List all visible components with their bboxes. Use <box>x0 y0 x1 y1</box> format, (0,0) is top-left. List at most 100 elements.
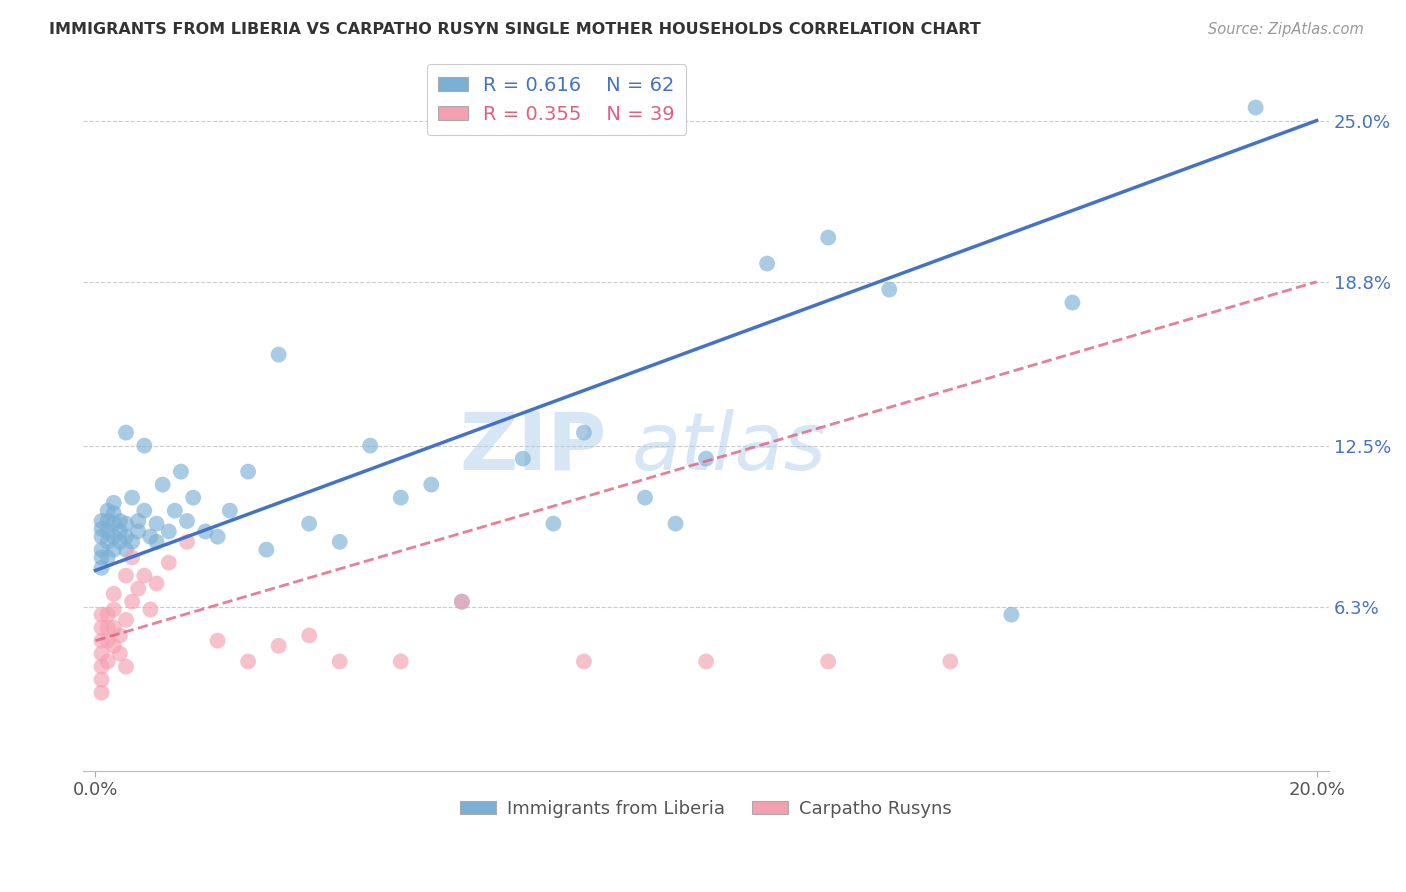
Point <box>127 514 149 528</box>
Point <box>139 530 162 544</box>
Point <box>115 659 138 673</box>
Point <box>450 594 472 608</box>
Point <box>97 655 120 669</box>
Point <box>939 655 962 669</box>
Point <box>329 534 352 549</box>
Point <box>1244 101 1267 115</box>
Point <box>236 465 259 479</box>
Point <box>139 602 162 616</box>
Point <box>103 516 125 531</box>
Point <box>512 451 534 466</box>
Point <box>90 647 112 661</box>
Point <box>145 576 167 591</box>
Point <box>108 534 131 549</box>
Point <box>170 465 193 479</box>
Point <box>236 655 259 669</box>
Point <box>389 491 412 505</box>
Point <box>207 530 229 544</box>
Point <box>103 587 125 601</box>
Point <box>103 621 125 635</box>
Point <box>103 530 125 544</box>
Point <box>108 514 131 528</box>
Point <box>176 514 198 528</box>
Point <box>176 534 198 549</box>
Point <box>695 451 717 466</box>
Point <box>115 530 138 544</box>
Point <box>267 639 290 653</box>
Point <box>157 524 180 539</box>
Point <box>572 655 595 669</box>
Text: ZIP: ZIP <box>460 409 606 487</box>
Point <box>127 524 149 539</box>
Point <box>134 503 156 517</box>
Point <box>90 514 112 528</box>
Point <box>329 655 352 669</box>
Point <box>97 524 120 539</box>
Point <box>97 633 120 648</box>
Point <box>1000 607 1022 622</box>
Point <box>115 516 138 531</box>
Text: atlas: atlas <box>631 409 827 487</box>
Point <box>134 568 156 582</box>
Point <box>90 542 112 557</box>
Point <box>121 594 143 608</box>
Point <box>121 550 143 565</box>
Point <box>817 230 839 244</box>
Point <box>115 613 138 627</box>
Point <box>634 491 657 505</box>
Point <box>97 607 120 622</box>
Point <box>134 439 156 453</box>
Point <box>90 550 112 565</box>
Point <box>103 639 125 653</box>
Point <box>572 425 595 440</box>
Point <box>97 621 120 635</box>
Point <box>97 534 120 549</box>
Point <box>108 647 131 661</box>
Point <box>207 633 229 648</box>
Point <box>254 542 277 557</box>
Text: Source: ZipAtlas.com: Source: ZipAtlas.com <box>1208 22 1364 37</box>
Point <box>695 655 717 669</box>
Point <box>145 534 167 549</box>
Point <box>543 516 565 531</box>
Point <box>664 516 686 531</box>
Point <box>108 524 131 539</box>
Point <box>90 673 112 687</box>
Point <box>756 256 779 270</box>
Text: IMMIGRANTS FROM LIBERIA VS CARPATHO RUSYN SINGLE MOTHER HOUSEHOLDS CORRELATION C: IMMIGRANTS FROM LIBERIA VS CARPATHO RUSY… <box>49 22 981 37</box>
Point <box>97 550 120 565</box>
Point <box>103 496 125 510</box>
Point <box>103 602 125 616</box>
Point <box>97 503 120 517</box>
Point <box>359 439 381 453</box>
Point <box>152 477 174 491</box>
Point <box>115 568 138 582</box>
Point <box>115 542 138 557</box>
Point <box>298 628 321 642</box>
Point <box>194 524 217 539</box>
Point <box>127 582 149 596</box>
Legend: Immigrants from Liberia, Carpatho Rusyns: Immigrants from Liberia, Carpatho Rusyns <box>453 792 959 825</box>
Point <box>145 516 167 531</box>
Point <box>121 534 143 549</box>
Point <box>877 283 900 297</box>
Point <box>1062 295 1084 310</box>
Point <box>450 594 472 608</box>
Point <box>97 514 120 528</box>
Point <box>103 542 125 557</box>
Point <box>103 506 125 520</box>
Point <box>121 491 143 505</box>
Point <box>108 628 131 642</box>
Point <box>163 503 186 517</box>
Point <box>181 491 204 505</box>
Point <box>389 655 412 669</box>
Point <box>90 530 112 544</box>
Point <box>90 659 112 673</box>
Point <box>298 516 321 531</box>
Point <box>218 503 240 517</box>
Point <box>90 633 112 648</box>
Point <box>267 348 290 362</box>
Point <box>90 607 112 622</box>
Point <box>90 621 112 635</box>
Point <box>157 556 180 570</box>
